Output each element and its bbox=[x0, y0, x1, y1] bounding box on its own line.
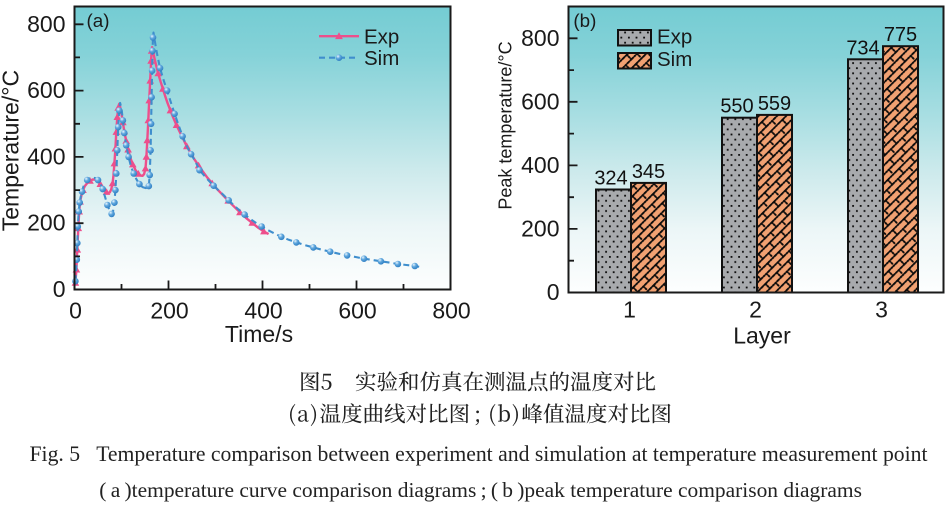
svg-text:0: 0 bbox=[69, 298, 82, 324]
svg-text:345: 345 bbox=[632, 161, 665, 183]
svg-text:600: 600 bbox=[338, 298, 376, 324]
svg-text:(a): (a) bbox=[87, 10, 110, 31]
svg-text:400: 400 bbox=[521, 152, 559, 178]
svg-text:3: 3 bbox=[875, 297, 888, 323]
svg-text:Exp: Exp bbox=[364, 26, 399, 49]
svg-text:1: 1 bbox=[623, 297, 636, 323]
svg-text:Time/s: Time/s bbox=[225, 321, 293, 347]
svg-text:400: 400 bbox=[27, 143, 65, 169]
svg-text:Peak temperature/°C: Peak temperature/°C bbox=[496, 41, 516, 209]
svg-text:( a )temperature curve compari: ( a )temperature curve comparison diagra… bbox=[99, 478, 862, 502]
svg-text:0: 0 bbox=[547, 279, 560, 305]
svg-text:2: 2 bbox=[749, 297, 762, 323]
svg-text:800: 800 bbox=[27, 11, 65, 37]
svg-text:Temperature/°C: Temperature/°C bbox=[0, 70, 24, 231]
svg-text:Fig. 5: Fig. 5 bbox=[30, 442, 81, 466]
svg-text:Sim: Sim bbox=[657, 48, 692, 71]
svg-text:734: 734 bbox=[846, 37, 879, 59]
svg-text:600: 600 bbox=[521, 88, 559, 114]
svg-text:Exp: Exp bbox=[657, 26, 692, 49]
svg-text:Layer: Layer bbox=[733, 323, 791, 349]
svg-text:559: 559 bbox=[758, 93, 791, 115]
svg-text:(b): (b) bbox=[573, 10, 596, 31]
svg-text:200: 200 bbox=[27, 210, 65, 236]
svg-text:0: 0 bbox=[53, 276, 66, 302]
svg-text:200: 200 bbox=[150, 298, 188, 324]
svg-text:Sim: Sim bbox=[364, 47, 399, 70]
svg-text:200: 200 bbox=[521, 215, 559, 241]
svg-text:550: 550 bbox=[720, 96, 753, 118]
svg-text:600: 600 bbox=[27, 77, 65, 103]
svg-text:800: 800 bbox=[432, 298, 470, 324]
svg-text:Temperature comparison between: Temperature comparison between experimen… bbox=[96, 442, 927, 466]
svg-text:800: 800 bbox=[521, 25, 559, 51]
svg-text:775: 775 bbox=[884, 24, 917, 46]
svg-text:324: 324 bbox=[594, 168, 627, 190]
svg-text:400: 400 bbox=[244, 298, 282, 324]
